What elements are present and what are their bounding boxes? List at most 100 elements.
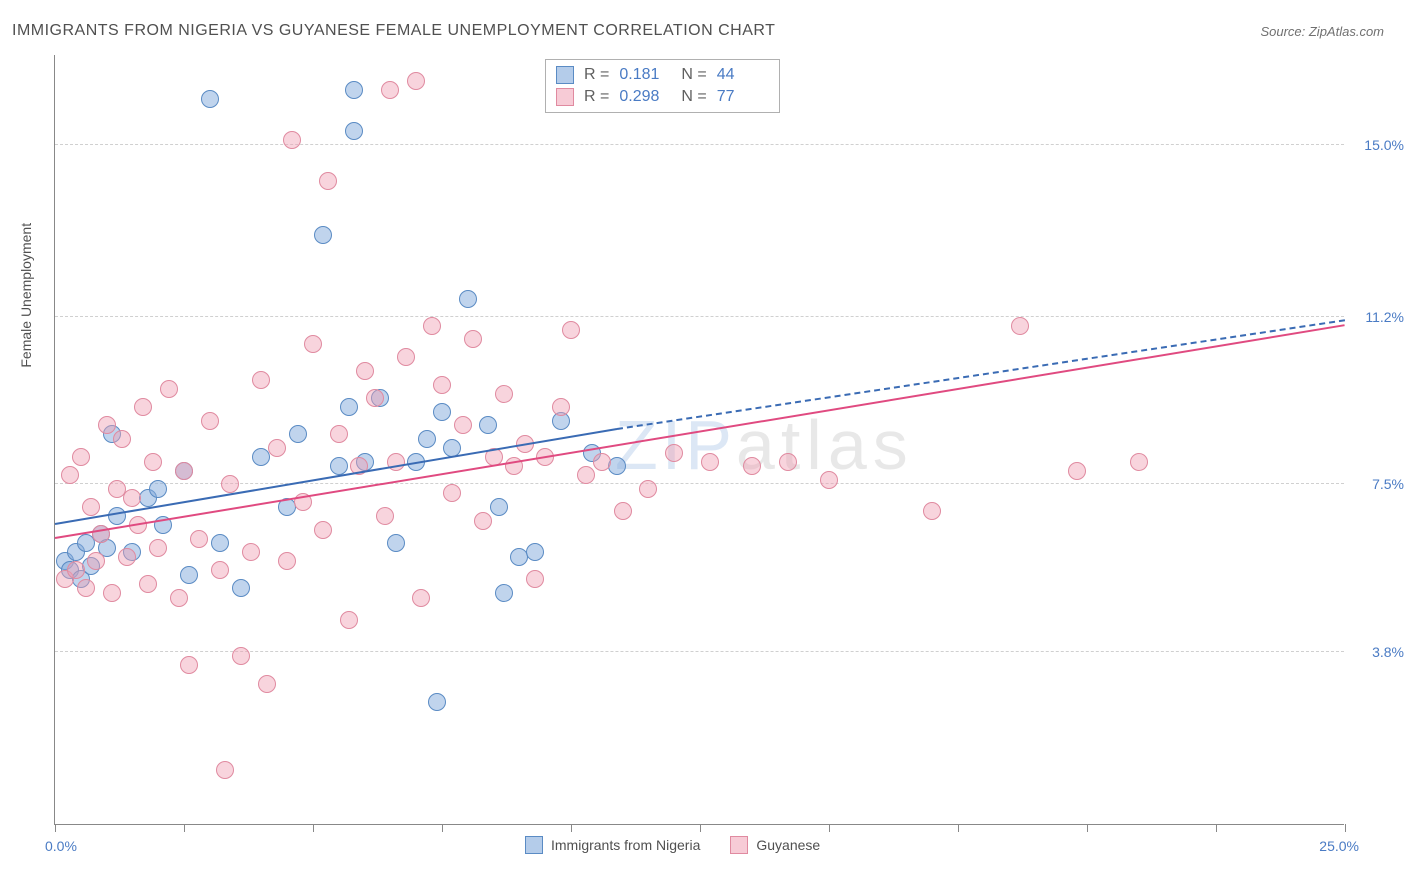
data-point xyxy=(433,403,451,421)
data-point xyxy=(211,534,229,552)
data-point xyxy=(340,398,358,416)
data-point xyxy=(149,539,167,557)
data-point xyxy=(190,530,208,548)
data-point xyxy=(820,471,838,489)
data-point xyxy=(639,480,657,498)
data-point xyxy=(180,566,198,584)
data-point xyxy=(526,570,544,588)
data-point xyxy=(61,466,79,484)
y-axis-label: Female Unemployment xyxy=(18,223,34,368)
data-point xyxy=(923,502,941,520)
data-point xyxy=(160,380,178,398)
data-point xyxy=(490,498,508,516)
data-point xyxy=(108,507,126,525)
data-point xyxy=(412,589,430,607)
data-point xyxy=(345,122,363,140)
bottom-legend: Immigrants from Nigeria Guyanese xyxy=(525,836,820,854)
source-attribution: Source: ZipAtlas.com xyxy=(1260,24,1384,39)
swatch-icon xyxy=(556,66,574,84)
r-value-guyanese: 0.298 xyxy=(619,88,671,106)
r-label: R = xyxy=(584,66,609,84)
x-tick xyxy=(1216,824,1217,832)
data-point xyxy=(779,453,797,471)
data-point xyxy=(614,502,632,520)
watermark: ZIPatlas xyxy=(615,405,914,485)
data-point xyxy=(474,512,492,530)
x-tick xyxy=(1345,824,1346,832)
plot-area: ZIPatlas R = 0.181 N = 44 R = 0.298 N = … xyxy=(54,55,1344,825)
data-point xyxy=(201,90,219,108)
data-point xyxy=(283,131,301,149)
stats-row-guyanese: R = 0.298 N = 77 xyxy=(556,86,769,108)
data-point xyxy=(479,416,497,434)
data-point xyxy=(134,398,152,416)
n-label: N = xyxy=(681,66,706,84)
data-point xyxy=(180,656,198,674)
data-point xyxy=(577,466,595,484)
y-tick-label: 11.2% xyxy=(1365,309,1404,325)
data-point xyxy=(314,521,332,539)
legend-label-nigeria: Immigrants from Nigeria xyxy=(551,837,700,853)
data-point xyxy=(67,561,85,579)
data-point xyxy=(72,448,90,466)
data-point xyxy=(201,412,219,430)
x-tick xyxy=(442,824,443,832)
data-point xyxy=(314,226,332,244)
data-point xyxy=(407,72,425,90)
data-point xyxy=(526,543,544,561)
data-point xyxy=(113,430,131,448)
n-value-nigeria: 44 xyxy=(717,66,769,84)
data-point xyxy=(428,693,446,711)
data-point xyxy=(1068,462,1086,480)
n-label: N = xyxy=(681,88,706,106)
data-point xyxy=(665,444,683,462)
x-tick xyxy=(184,824,185,832)
stats-row-nigeria: R = 0.181 N = 44 xyxy=(556,64,769,86)
gridline xyxy=(55,316,1344,317)
data-point xyxy=(397,348,415,366)
swatch-icon xyxy=(525,836,543,854)
x-tick xyxy=(1087,824,1088,832)
data-point xyxy=(593,453,611,471)
swatch-icon xyxy=(556,88,574,106)
y-tick-label: 15.0% xyxy=(1364,137,1404,153)
data-point xyxy=(139,575,157,593)
data-point xyxy=(443,484,461,502)
data-point xyxy=(87,552,105,570)
data-point xyxy=(144,453,162,471)
x-tick xyxy=(700,824,701,832)
x-tick xyxy=(313,824,314,832)
data-point xyxy=(376,507,394,525)
trend-line xyxy=(55,324,1345,539)
data-point xyxy=(289,425,307,443)
data-point xyxy=(464,330,482,348)
data-point xyxy=(232,647,250,665)
data-point xyxy=(608,457,626,475)
data-point xyxy=(118,548,136,566)
data-point xyxy=(345,81,363,99)
y-tick-label: 3.8% xyxy=(1372,644,1404,660)
data-point xyxy=(330,457,348,475)
data-point xyxy=(433,376,451,394)
x-axis-min-label: 0.0% xyxy=(45,838,77,854)
chart-title: IMMIGRANTS FROM NIGERIA VS GUYANESE FEMA… xyxy=(12,22,775,40)
data-point xyxy=(356,362,374,380)
data-point xyxy=(77,579,95,597)
data-point xyxy=(216,761,234,779)
data-point xyxy=(330,425,348,443)
data-point xyxy=(211,561,229,579)
data-point xyxy=(495,385,513,403)
data-point xyxy=(387,534,405,552)
y-tick-label: 7.5% xyxy=(1372,476,1404,492)
data-point xyxy=(304,335,322,353)
trend-line xyxy=(617,319,1345,430)
n-value-guyanese: 77 xyxy=(717,88,769,106)
data-point xyxy=(552,398,570,416)
data-point xyxy=(454,416,472,434)
data-point xyxy=(232,579,250,597)
x-tick xyxy=(55,824,56,832)
gridline xyxy=(55,144,1344,145)
data-point xyxy=(278,552,296,570)
legend-item-guyanese: Guyanese xyxy=(730,836,820,854)
data-point xyxy=(170,589,188,607)
